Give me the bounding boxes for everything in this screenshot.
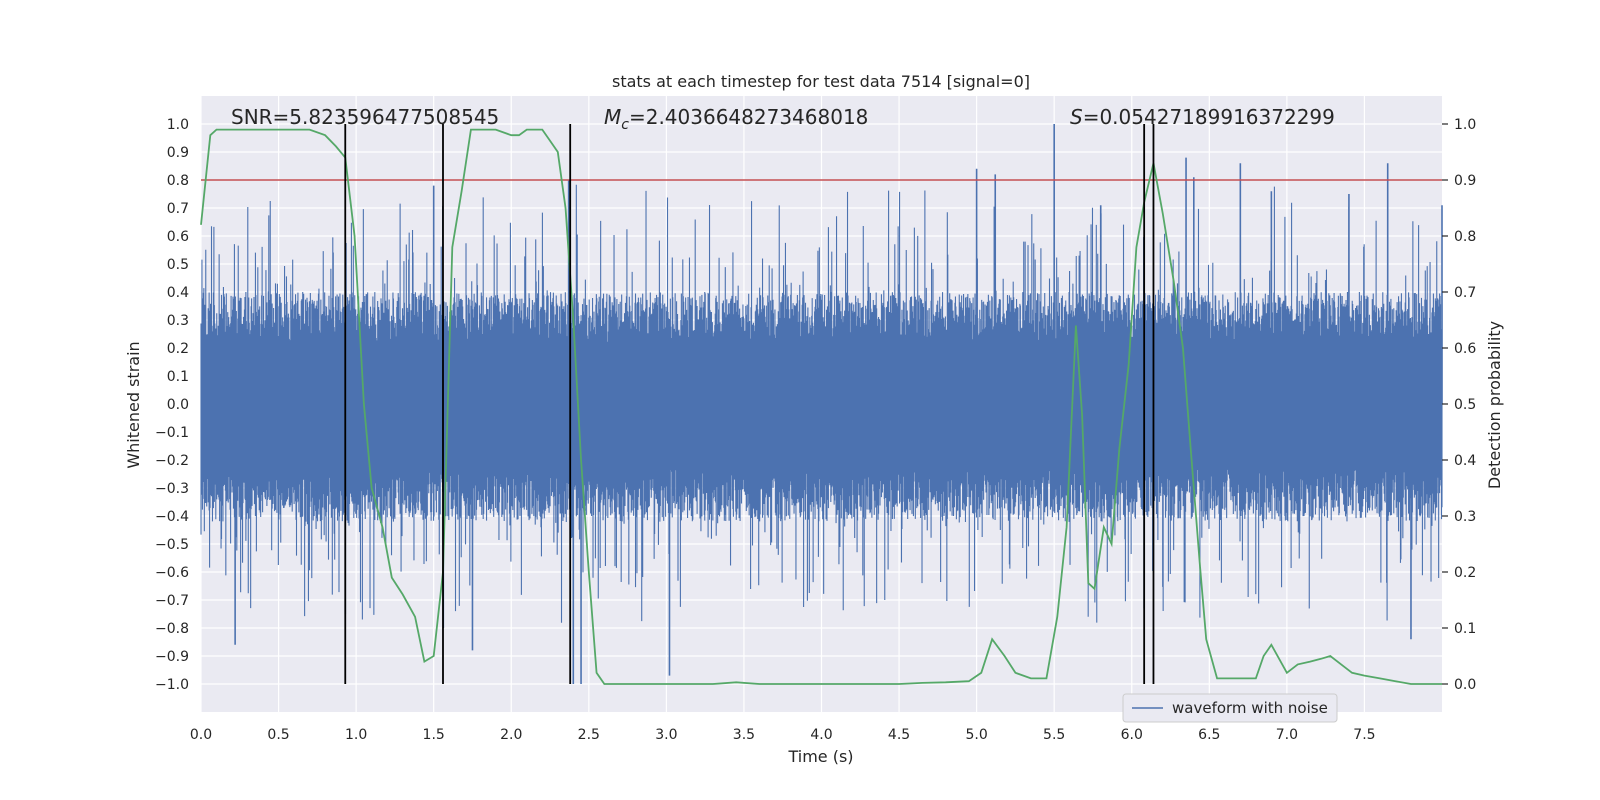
x-axis: 0.0 0.5 1.0 1.5 2.0 2.5 3.0 3.5 4.0 4.5 5.0 5.5 6.0 6… [190,727,1376,743]
x-tick-label: 2.5 [578,727,600,743]
x-tick-label: 2.0 [500,727,522,743]
legend: waveform with noise [1122,693,1338,723]
y-tick-label: −0.6 [155,565,189,581]
y-tick-label: −0.5 [155,537,189,553]
y-tick-label: 0.6 [167,229,189,245]
y2-tick-label: 0.4 [1454,453,1476,469]
legend-label: waveform with noise [1172,699,1328,717]
x-tick-label: 7.0 [1276,727,1298,743]
x-tick-label: 4.0 [810,727,832,743]
y-tick-label: −0.1 [155,425,189,441]
x-tick-label: 3.5 [733,727,755,743]
y-tick-label: −0.8 [155,621,189,637]
y2-axis-label: Detection probability [1485,321,1504,489]
y-tick-label: 0.2 [167,341,189,357]
y-tick-label: −0.3 [155,481,189,497]
legend-box [1122,693,1338,723]
y-tick-label: 0.0 [167,397,189,413]
x-tick-label: 1.0 [345,727,367,743]
x-tick-label: 3.0 [655,727,677,743]
y-tick-label: −0.4 [155,509,189,525]
snr-annotation: SNR=5.823596477508545 [231,105,499,129]
x-tick-label: 0.0 [190,727,212,743]
x-tick-label: 1.5 [423,727,445,743]
waveform-trace [200,184,1443,628]
chirp-mass-symbol: M [604,105,621,129]
y-tick-label: −0.7 [155,593,189,609]
y-tick-label: −0.9 [155,649,189,665]
y-tick-label: 0.5 [167,257,189,273]
y-tick-label: −1.0 [155,677,189,693]
x-tick-label: 6.5 [1198,727,1220,743]
x-tick-label: 4.5 [888,727,910,743]
x-tick-label: 0.5 [267,727,289,743]
y2-tick-label: 0.0 [1454,677,1476,693]
y-tick-label: 0.8 [167,173,189,189]
probability-line [200,128,1442,685]
probability-series [200,128,1442,685]
y2-tick-label: 0.5 [1454,397,1476,413]
x-tick-label: 6.0 [1121,727,1143,743]
y2-tick-label: 0.6 [1454,341,1476,357]
y-tick-label: 1.0 [167,117,189,133]
chirp-mass-value: =2.4036648273468018 [629,105,868,129]
y-tick-label: −0.2 [155,453,189,469]
y-tick-label: 0.1 [167,369,189,385]
y-axis-label: Whitened strain [124,341,143,468]
y-tick-label: 0.9 [167,145,189,161]
x-tick-label: 5.0 [965,727,987,743]
x-axis-label: Time (s) [787,747,853,766]
y-tick-label: 0.7 [167,201,189,217]
y2-tick-label: 0.1 [1454,621,1476,637]
x-tick-label: 7.5 [1353,727,1375,743]
y-tick-label: 0.3 [167,313,189,329]
y-axis-right: 1.0 0.9 0.8 0.7 0.6 0.5 0.4 0.3 0.2 0.1 0.0 [1442,117,1476,693]
x-tick-label: 5.5 [1043,727,1065,743]
y2-tick-label: 0.7 [1454,285,1476,301]
y-tick-label: 0.4 [167,285,189,301]
event-markers [344,124,1155,684]
s-value: =0.05427189916372299 [1083,105,1335,129]
s-annotation: S=0.05427189916372299 [1070,105,1335,129]
chart-title: stats at each timestep for test data 751… [612,72,1030,91]
chirp-mass-annotation: Mc=2.4036648273468018 [604,105,868,133]
y2-tick-label: 0.2 [1454,565,1476,581]
chirp-mass-subscript: c [621,117,629,133]
y2-tick-label: 0.3 [1454,509,1476,525]
y2-tick-label: 0.9 [1454,173,1476,189]
s-symbol: S [1070,105,1083,129]
y-axis-left: 1.0 0.9 0.8 0.7 0.6 0.5 0.4 0.3 0.2 0.1 0.0 −0.1 −0.… [155,117,189,693]
y2-tick-label: 1.0 [1454,117,1476,133]
y2-tick-label: 0.8 [1454,229,1476,245]
